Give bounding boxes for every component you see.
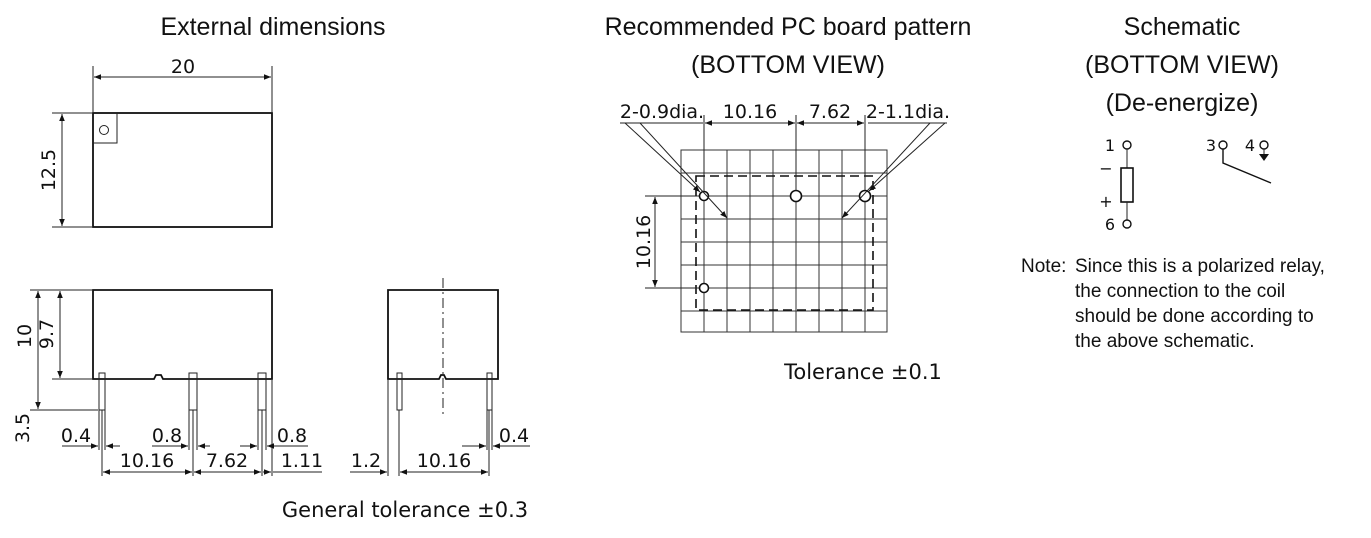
side-offset-label: 1.2 [351,450,381,472]
body-height-dimension-label: 9.7 [36,319,58,349]
height-dimension-label: 10 [14,324,36,348]
top-view: 20 12.5 [38,56,273,228]
width-dimension-label: 20 [171,56,195,78]
pin6-label: 6 [1105,215,1115,234]
front-view: 10 9.7 3.5 0.4 0.8 0.8 [12,289,323,476]
pin1-corner-mark [93,113,118,144]
plus-sign: + [1099,192,1112,211]
top-view-body [92,112,273,228]
relay-outline-dashed [695,175,874,311]
pcb-vertical-pitch-label: 10.16 [633,215,655,269]
pcb-tolerance-label: Tolerance ±0.1 [783,360,942,384]
note-line: Since this is a polarized relay, [1075,256,1325,277]
note-line: should be done according to [1075,306,1314,327]
front-view-body [92,289,273,380]
side-view: 0.4 1.2 10.16 [350,278,530,476]
pcb-pattern-section: Recommended PC board pattern (BOTTOM VIE… [605,13,972,384]
pitch-2-label: 7.62 [206,450,248,472]
pin-width-right-label: 0.8 [277,425,307,447]
pin1-label: 1 [1105,136,1115,155]
schematic-section: Schematic (BOTTOM VIEW) (De-energize) 1 … [1021,13,1325,352]
pitch-1-label: 10.16 [120,450,174,472]
large-hole-callout: 2-1.1dia. [866,101,950,123]
side-pin-width-label: 0.4 [499,425,529,447]
hole-pin6 [698,282,710,294]
pcb-grid [680,149,888,333]
schematic-title-line3: (De-energize) [1106,89,1259,117]
pin4-label: 4 [1245,136,1255,155]
general-tolerance-label: General tolerance ±0.3 [282,498,528,522]
offset-right-label: 1.11 [281,450,323,472]
schematic-note: Note: Since this is a polarized relay, t… [1021,256,1325,352]
fixed-contact-arrow [1259,154,1269,161]
schematic-title-line2: (BOTTOM VIEW) [1085,51,1279,79]
side-view-body [387,289,499,380]
note-line: the connection to the coil [1075,281,1285,302]
minus-sign: − [1099,159,1112,178]
pcb-title-line2: (BOTTOM VIEW) [691,51,885,79]
movable-contact [1222,149,1272,184]
small-hole-callout: 2-0.9dia. [620,101,704,123]
pin1-dot [99,125,109,135]
pin3-label: 3 [1206,136,1216,155]
note-label: Note: [1021,256,1066,277]
pcb-pitch-2-label: 7.62 [809,101,851,123]
note-line: the above schematic. [1075,331,1255,352]
pcb-title-line1: Recommended PC board pattern [605,13,972,41]
schematic-title-line1: Schematic [1124,13,1241,41]
external-dimensions-section: External dimensions 20 12.5 [12,13,530,522]
pin-width-left-label: 0.4 [61,425,91,447]
hole-pin4 [858,189,872,203]
external-dimensions-title: External dimensions [160,13,385,41]
side-pitch-label: 10.16 [417,450,471,472]
coil-symbol: 1 6 − + [1099,136,1134,234]
depth-dimension-label: 12.5 [38,149,60,191]
hole-pin1 [698,190,710,202]
hole-pin3 [789,189,803,203]
pin-width-middle-label: 0.8 [152,425,182,447]
pcb-pitch-1-label: 10.16 [723,101,777,123]
coil-rectangle [1120,167,1134,203]
pin-length-dimension-label: 3.5 [12,413,34,443]
contact-symbol: 3 4 [1206,136,1272,184]
